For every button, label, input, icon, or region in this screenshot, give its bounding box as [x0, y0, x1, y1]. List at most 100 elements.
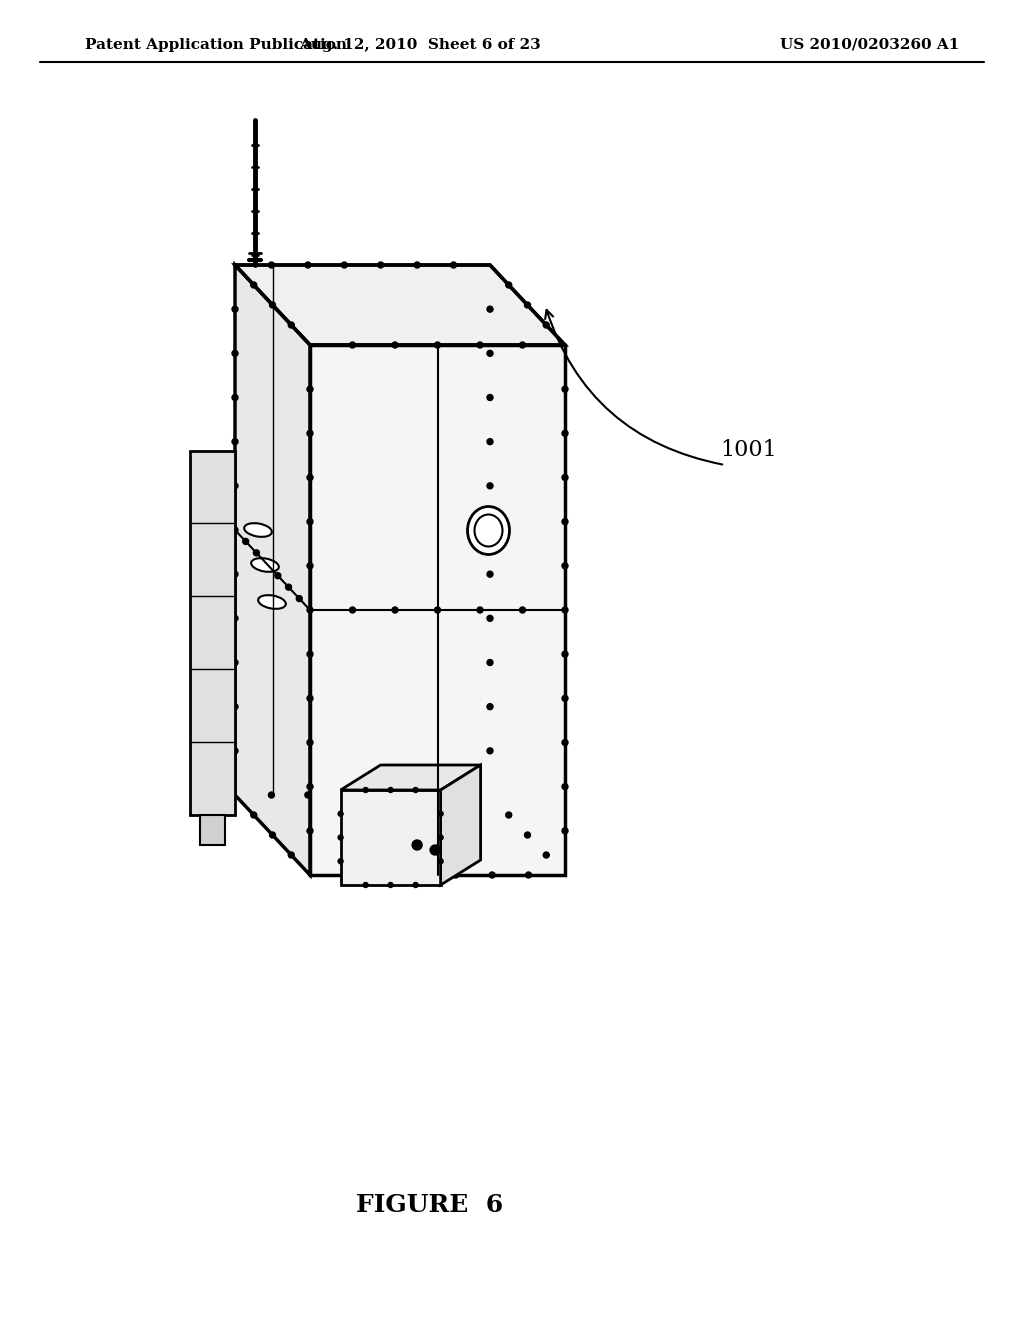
Circle shape	[269, 832, 275, 838]
Circle shape	[453, 873, 459, 878]
Ellipse shape	[468, 507, 510, 554]
Circle shape	[307, 430, 313, 437]
Circle shape	[392, 607, 398, 612]
Circle shape	[562, 562, 568, 569]
Circle shape	[286, 585, 292, 590]
Circle shape	[562, 828, 568, 834]
Circle shape	[477, 342, 483, 348]
Circle shape	[487, 572, 493, 577]
Circle shape	[562, 387, 568, 392]
Ellipse shape	[474, 515, 503, 546]
Circle shape	[364, 883, 368, 887]
Text: Patent Application Publication: Patent Application Publication	[85, 38, 347, 51]
Circle shape	[338, 836, 343, 840]
Circle shape	[519, 607, 525, 612]
Circle shape	[364, 788, 368, 792]
Circle shape	[562, 519, 568, 524]
Text: Aug. 12, 2010  Sheet 6 of 23: Aug. 12, 2010 Sheet 6 of 23	[299, 38, 541, 51]
Text: FIGURE  6: FIGURE 6	[356, 1193, 504, 1217]
Polygon shape	[341, 789, 440, 884]
Circle shape	[288, 322, 294, 327]
Circle shape	[251, 282, 257, 288]
Circle shape	[477, 607, 483, 612]
Circle shape	[487, 350, 493, 356]
Circle shape	[388, 883, 393, 887]
Circle shape	[414, 261, 420, 268]
Text: US 2010/0203260 A1: US 2010/0203260 A1	[780, 38, 959, 51]
Circle shape	[562, 739, 568, 746]
Circle shape	[487, 438, 493, 445]
Circle shape	[338, 812, 343, 816]
Circle shape	[562, 784, 568, 789]
Circle shape	[525, 873, 531, 878]
Circle shape	[413, 883, 418, 887]
Circle shape	[562, 607, 568, 612]
Polygon shape	[310, 345, 565, 875]
Circle shape	[487, 704, 493, 710]
Circle shape	[434, 607, 440, 612]
Polygon shape	[234, 265, 565, 345]
Circle shape	[251, 812, 257, 818]
Circle shape	[392, 342, 398, 348]
Circle shape	[305, 792, 311, 799]
Circle shape	[232, 660, 238, 665]
Circle shape	[506, 812, 512, 818]
Bar	[200, 814, 225, 845]
Circle shape	[274, 573, 281, 578]
Circle shape	[487, 748, 493, 754]
Circle shape	[232, 572, 238, 577]
Circle shape	[378, 792, 384, 799]
Circle shape	[307, 828, 313, 834]
Circle shape	[544, 322, 549, 327]
Circle shape	[343, 873, 349, 878]
Circle shape	[487, 483, 493, 488]
Circle shape	[232, 438, 238, 445]
Ellipse shape	[251, 558, 279, 572]
Circle shape	[232, 704, 238, 710]
Circle shape	[288, 851, 294, 858]
Circle shape	[264, 561, 270, 568]
Circle shape	[487, 395, 493, 400]
Circle shape	[307, 784, 313, 789]
Circle shape	[349, 607, 355, 612]
Circle shape	[562, 430, 568, 437]
Polygon shape	[341, 766, 480, 789]
Circle shape	[307, 387, 313, 392]
Circle shape	[307, 607, 313, 612]
Circle shape	[341, 792, 347, 799]
Circle shape	[232, 350, 238, 356]
Text: 1001: 1001	[720, 440, 777, 461]
Circle shape	[434, 342, 440, 348]
Circle shape	[269, 302, 275, 308]
Circle shape	[438, 836, 443, 840]
Circle shape	[519, 342, 525, 348]
Circle shape	[417, 873, 422, 878]
Circle shape	[338, 859, 343, 863]
Circle shape	[388, 788, 393, 792]
Circle shape	[451, 261, 457, 268]
Circle shape	[307, 474, 313, 480]
Circle shape	[451, 792, 457, 799]
Circle shape	[268, 792, 274, 799]
FancyArrowPatch shape	[545, 310, 722, 465]
Circle shape	[562, 696, 568, 701]
Circle shape	[562, 651, 568, 657]
Circle shape	[438, 859, 443, 863]
Circle shape	[232, 483, 238, 488]
Circle shape	[524, 832, 530, 838]
Circle shape	[487, 527, 493, 533]
Polygon shape	[190, 450, 234, 814]
Circle shape	[380, 873, 386, 878]
Circle shape	[562, 474, 568, 480]
Circle shape	[349, 342, 355, 348]
Circle shape	[232, 306, 238, 312]
Circle shape	[232, 527, 238, 533]
Circle shape	[296, 595, 302, 602]
Ellipse shape	[258, 595, 286, 609]
Circle shape	[341, 261, 347, 268]
Circle shape	[544, 851, 549, 858]
Circle shape	[430, 845, 440, 855]
Circle shape	[414, 792, 420, 799]
Circle shape	[232, 748, 238, 754]
Circle shape	[253, 550, 259, 556]
